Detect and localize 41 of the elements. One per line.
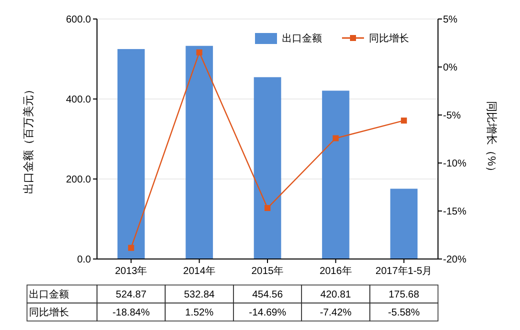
point: [196, 49, 202, 56]
y-tick-label: 0.0: [77, 254, 92, 266]
y2-tick-label: -5%: [443, 110, 461, 122]
data-label: -7.42%: [320, 308, 352, 318]
x-tick-label: 2014年: [183, 265, 216, 277]
y2-axis-title: 同比增长（%）: [485, 101, 498, 177]
point: [264, 205, 270, 212]
text: 同比增长: [29, 308, 69, 318]
text: 出口金额: [29, 290, 69, 300]
y-tick-label: 600.0: [66, 14, 92, 26]
y2-tick-label: -10%: [443, 158, 466, 170]
x-tick-label: 2015年: [251, 265, 284, 277]
y2-tick-label: -15%: [443, 206, 466, 218]
data-label: 454.56: [252, 290, 284, 300]
y-tick-label: 200.0: [66, 174, 92, 186]
legend-label: 同比增长: [369, 32, 409, 44]
data-label: 524.87: [116, 290, 147, 300]
x-tick-label: 2016年: [320, 265, 352, 277]
data-label: -18.84%: [112, 308, 150, 318]
point: [128, 244, 134, 251]
legend-label: 出口金额: [282, 32, 322, 44]
bar: [186, 46, 213, 259]
bar: [117, 49, 145, 259]
point: [332, 135, 339, 142]
bar: [254, 77, 282, 259]
y2-tick-label: -20%: [443, 254, 466, 266]
data-label: 175.68: [388, 290, 420, 300]
data-label: -5.58%: [388, 308, 420, 318]
bar: [390, 188, 418, 259]
x-tick-label: 2013年: [114, 265, 148, 277]
x-tick-label: 2017年1-5月: [376, 265, 432, 277]
y2-tick-label: 5%: [443, 14, 458, 26]
data-label: -14.69%: [248, 308, 286, 318]
bar: [322, 90, 350, 259]
data-label: 420.81: [320, 290, 352, 300]
data-label: 532.84: [184, 290, 216, 300]
y2-tick-label: 0%: [443, 62, 458, 74]
y-axis-title: 出口金额（百万美元）: [22, 84, 35, 194]
data-label: 1.52%: [185, 308, 214, 318]
point: [400, 118, 407, 124]
y-tick-label: 400.0: [66, 94, 92, 106]
